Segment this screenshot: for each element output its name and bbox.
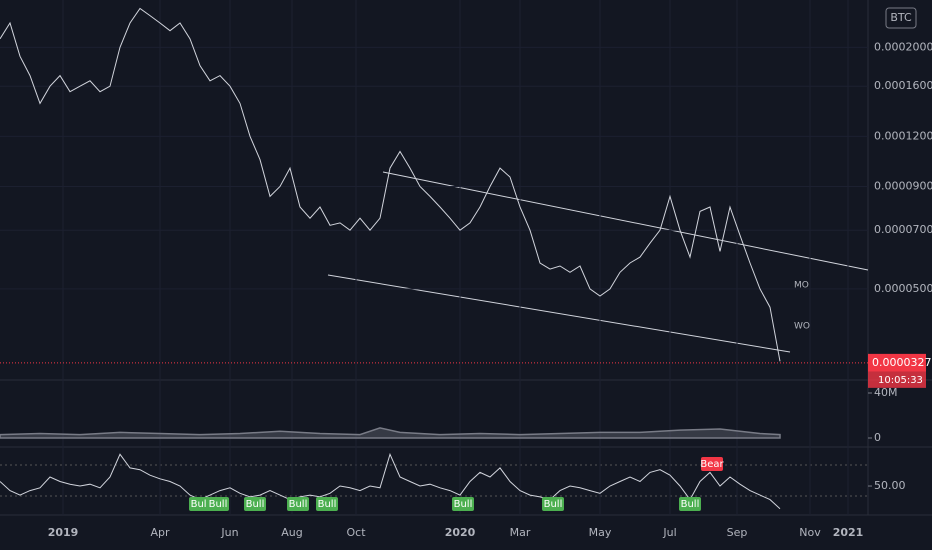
last-price-label: 0.0000327: [872, 356, 932, 369]
bull-badge: [189, 497, 211, 511]
signal-label: Bull: [544, 499, 563, 510]
x-tick-label: 2021: [833, 526, 864, 539]
bull-badge: [207, 497, 229, 511]
bull-badge: [542, 497, 564, 511]
signal-label: Bull: [191, 499, 210, 510]
bull-badge: [452, 497, 474, 511]
bull-badge: [316, 497, 338, 511]
symbol: BTC: [890, 11, 912, 24]
y-tick-label: 0.0000900: [874, 179, 932, 192]
bear-badge: [701, 457, 723, 471]
signal-label: Bull: [246, 499, 265, 510]
signal-label: Bull: [209, 499, 228, 510]
channel-top: [382, 171, 869, 271]
y-tick-label: 0.0001600: [874, 79, 932, 92]
signal-label: Bull: [318, 499, 337, 510]
price-line: [0, 7, 781, 362]
rsi-line: [0, 452, 781, 510]
y-tick-label: 50.00: [874, 479, 906, 492]
x-tick-label: Mar: [510, 526, 531, 539]
bull-badge: [287, 497, 309, 511]
y-tick-label: 0.0001200: [874, 129, 932, 142]
x-tick-label: Oct: [346, 526, 366, 539]
countdown: 10:05:33: [878, 375, 923, 386]
symbol-box: [885, 7, 917, 29]
signal-label: Bull: [681, 499, 700, 510]
annotation: WO: [794, 322, 810, 332]
y-tick-label: 0: [874, 431, 881, 444]
x-tick-label: Aug: [281, 526, 302, 539]
x-tick-label: Jun: [220, 526, 238, 539]
countdown-box: [868, 371, 926, 388]
y-tick-label: 40M: [874, 386, 898, 399]
channel-bottom: [327, 274, 791, 353]
x-tick-label: 2020: [445, 526, 476, 539]
x-tick-label: 2019: [48, 526, 79, 539]
signal-label: Bear: [700, 459, 724, 470]
x-tick-label: Apr: [150, 526, 170, 539]
signal-label: Bull: [289, 499, 308, 510]
y-tick-label: 0.0002000: [874, 40, 932, 53]
volume-area: [0, 427, 781, 439]
x-tick-label: Sep: [727, 526, 748, 539]
y-tick-label: 0.0000500: [874, 282, 932, 295]
signal-label: Bull: [454, 499, 473, 510]
bull-badge: [244, 497, 266, 511]
last-price-box: [868, 353, 926, 372]
x-tick-label: Nov: [799, 526, 821, 539]
x-tick-label: May: [589, 526, 612, 539]
bull-badge: [679, 497, 701, 511]
x-tick-label: Jul: [662, 526, 676, 539]
y-tick-label: 0.0000700: [874, 223, 932, 236]
annotation: MO: [794, 281, 809, 291]
